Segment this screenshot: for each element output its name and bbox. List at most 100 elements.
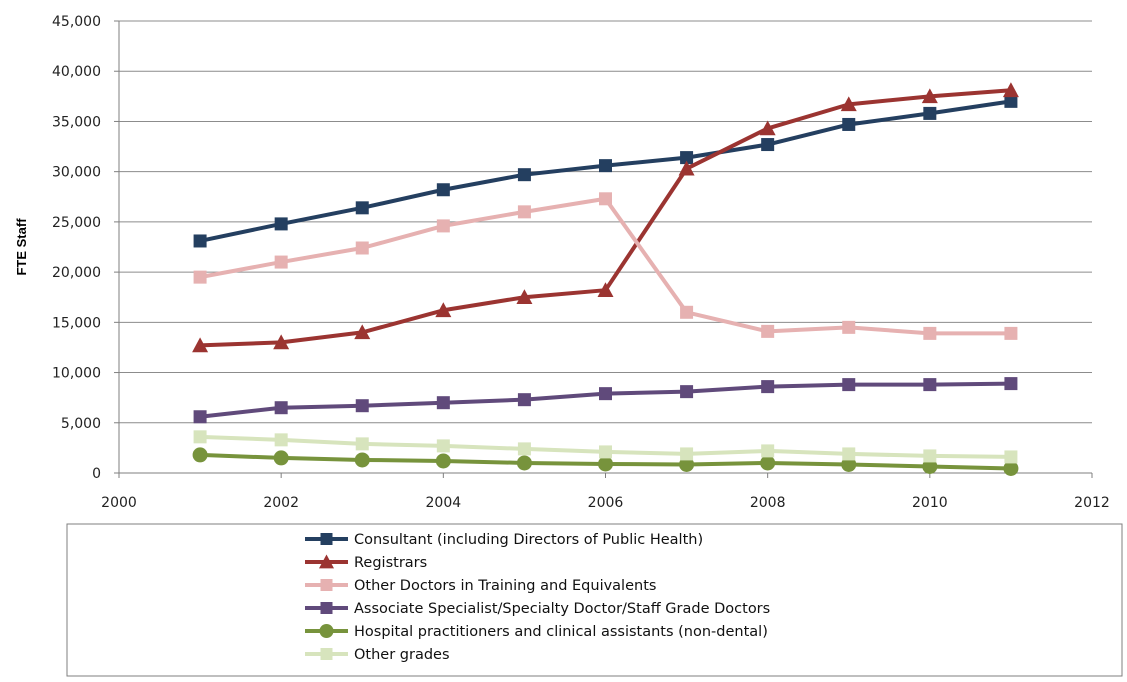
- series-4: [193, 377, 1018, 424]
- data-point-marker: [274, 217, 288, 231]
- axes: 0 5,000 10,000 15,000 20,000 25,000 30,000 35,0…: [52, 14, 1110, 511]
- series-6: [193, 430, 1018, 464]
- series-line: [199, 196, 1011, 336]
- legend-label: Registrars: [354, 555, 427, 571]
- data-point-marker: [1004, 377, 1018, 391]
- data-point-marker: [435, 453, 451, 469]
- data-point-marker: [193, 234, 207, 248]
- data-point-marker: [842, 378, 856, 392]
- data-point-marker: [192, 337, 209, 353]
- series-lines: [192, 82, 1019, 476]
- legend-label: Consultant (including Directors of Publi…: [354, 532, 703, 548]
- y-tick-label: 5,000: [61, 416, 101, 432]
- data-point-marker: [436, 439, 450, 453]
- data-point-marker: [759, 120, 776, 136]
- series-1: [193, 94, 1018, 248]
- data-point-marker: [923, 449, 937, 463]
- data-point-marker: [274, 401, 288, 415]
- legend-box: [66, 523, 1123, 677]
- legend-label: Associate Specialist/Specialty Doctor/St…: [354, 601, 770, 617]
- data-point-marker: [1004, 326, 1018, 340]
- data-point-marker: [517, 205, 531, 219]
- data-point-marker: [679, 456, 695, 472]
- y-tick-label: 30,000: [52, 165, 101, 181]
- y-axis-title: FTE Staff: [14, 218, 29, 276]
- data-point-marker: [761, 380, 775, 394]
- data-point-marker: [599, 445, 612, 459]
- data-point-marker: [1002, 82, 1019, 98]
- data-point-marker: [320, 602, 333, 614]
- data-point-marker: [597, 282, 614, 297]
- legend-item: Hospital practitioners and clinical assi…: [305, 624, 768, 640]
- data-point-marker: [1004, 94, 1018, 108]
- series-3: [193, 192, 1018, 340]
- data-point-marker: [1003, 460, 1019, 476]
- data-point-marker: [192, 447, 208, 463]
- legend-item: Registrars: [305, 554, 427, 571]
- data-point-marker: [923, 106, 937, 120]
- data-point-marker: [436, 396, 450, 410]
- y-tick-label: 35,000: [52, 114, 101, 130]
- data-point-marker: [436, 219, 450, 233]
- data-point-marker: [842, 320, 856, 334]
- series-2: [192, 82, 1019, 353]
- data-point-marker: [354, 324, 371, 340]
- data-point-marker: [680, 305, 694, 319]
- data-point-marker: [761, 138, 775, 152]
- data-point-marker: [841, 456, 857, 472]
- data-point-marker: [680, 385, 694, 399]
- data-point-marker: [274, 255, 288, 269]
- data-point-marker: [923, 378, 937, 392]
- data-point-marker: [355, 201, 369, 215]
- data-point-marker: [320, 648, 333, 660]
- x-tick-label: 2012: [1074, 495, 1110, 511]
- data-point-marker: [517, 442, 531, 456]
- data-point-marker: [840, 96, 857, 112]
- x-tick-label: 2008: [750, 495, 786, 511]
- data-point-marker: [193, 270, 207, 284]
- data-point-marker: [598, 456, 613, 472]
- data-point-marker: [355, 399, 369, 413]
- x-tick-label: 2010: [912, 495, 948, 511]
- data-point-marker: [599, 387, 612, 401]
- y-tick-label: 15,000: [52, 315, 101, 331]
- data-point-marker: [320, 579, 333, 591]
- data-point-marker: [517, 168, 531, 182]
- y-tick-label: 25,000: [52, 215, 101, 231]
- legend: Consultant (including Directors of Publi…: [66, 523, 1123, 677]
- legend-item: Associate Specialist/Specialty Doctor/St…: [305, 601, 770, 617]
- data-point-marker: [1004, 450, 1018, 464]
- data-point-marker: [274, 433, 288, 447]
- y-tick-label: 45,000: [52, 14, 101, 30]
- data-point-marker: [193, 430, 207, 444]
- data-point-marker: [760, 455, 776, 471]
- data-point-marker: [436, 183, 450, 197]
- data-point-marker: [516, 455, 532, 471]
- data-point-marker: [319, 624, 334, 638]
- x-tick-label: 2000: [101, 495, 137, 511]
- series-5: [192, 447, 1019, 476]
- data-point-marker: [193, 410, 207, 424]
- data-point-marker: [599, 192, 612, 206]
- data-point-marker: [923, 326, 937, 340]
- legend-item: Other Doctors in Training and Equivalent…: [305, 578, 656, 594]
- y-tick-label: 0: [92, 466, 101, 482]
- data-point-marker: [761, 444, 775, 458]
- data-point-marker: [354, 452, 370, 468]
- x-tick-label: 2002: [263, 495, 299, 511]
- data-point-marker: [319, 554, 334, 569]
- data-point-marker: [273, 334, 290, 350]
- legend-item: Consultant (including Directors of Publi…: [305, 532, 703, 548]
- legend-label: Hospital practitioners and clinical assi…: [354, 624, 768, 640]
- data-point-marker: [273, 450, 289, 466]
- data-point-marker: [320, 533, 333, 545]
- y-tick-label: 40,000: [52, 64, 101, 80]
- gridlines: [119, 20, 1092, 424]
- data-point-marker: [435, 302, 452, 318]
- y-tick-label: 10,000: [52, 366, 101, 382]
- data-point-marker: [516, 289, 533, 305]
- data-point-marker: [842, 117, 856, 131]
- data-point-marker: [680, 447, 694, 461]
